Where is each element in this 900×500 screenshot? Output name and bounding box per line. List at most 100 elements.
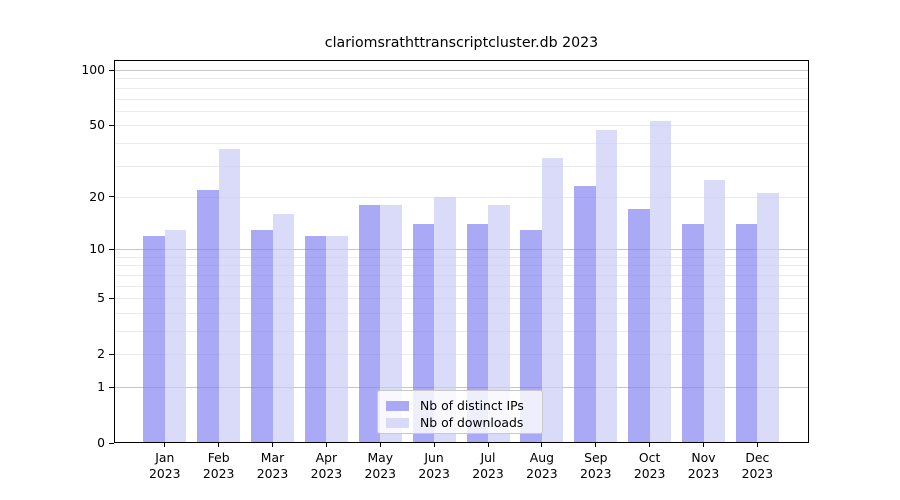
x-tick-nov — [703, 443, 704, 447]
bar-ips-oct — [628, 209, 650, 443]
bar-ips-apr — [304, 235, 327, 443]
y-tick-1 — [109, 386, 114, 388]
gridline-minor-60 — [115, 110, 808, 112]
x-tick-label-year: 2023 — [526, 465, 558, 481]
x-tick-label-jan: Jan 2023 — [135, 450, 195, 481]
y-tick-50 — [109, 124, 114, 126]
bar-downloads-mar — [272, 214, 294, 443]
bar-downloads-jan — [164, 229, 187, 443]
bar-ips-nov — [682, 224, 704, 443]
bar-ips-jun — [412, 224, 435, 443]
y-tick-20 — [109, 196, 114, 198]
x-tick-label-year: 2023 — [472, 465, 504, 481]
bar-downloads-apr — [326, 235, 348, 443]
legend: Nb of distinct IPs Nb of downloads — [377, 390, 543, 434]
x-tick-label-nov: Nov 2023 — [674, 450, 734, 481]
bar-ips-sep — [574, 186, 596, 443]
y-tick-label-50: 50 — [89, 117, 105, 133]
gridline-major-1 — [115, 387, 808, 388]
bar-downloads-dec — [757, 193, 779, 443]
bar-ips-may — [358, 205, 381, 443]
x-tick-label-year: 2023 — [687, 465, 720, 481]
legend-item-downloads: Nb of downloads — [378, 414, 542, 431]
x-tick-oct — [649, 443, 651, 447]
x-tick-may — [379, 443, 381, 447]
x-tick-label-sep: Sep 2023 — [566, 450, 626, 481]
gridline-minor-50 — [115, 125, 808, 127]
x-tick-label-year: 2023 — [741, 465, 774, 481]
gridline-minor-80 — [115, 87, 808, 89]
x-tick-aug — [541, 443, 543, 447]
x-tick-dec — [756, 443, 758, 447]
bar-ips-jan — [143, 235, 165, 443]
x-tick-sep — [595, 443, 597, 447]
legend-item-distinct-ips: Nb of distinct IPs — [378, 397, 542, 414]
x-tick-label-aug: Aug 2023 — [512, 450, 572, 481]
gridline-major-10 — [115, 249, 808, 251]
x-tick-label-jun: Jun 2023 — [404, 450, 464, 481]
x-tick-label-apr: Apr 2023 — [296, 450, 356, 481]
y-tick-100 — [109, 69, 114, 71]
chart-title: clariomsrathttranscriptcluster.db 2023 — [324, 35, 599, 51]
gridline-minor-30 — [115, 165, 808, 167]
x-tick-feb — [218, 443, 220, 447]
y-tick-2 — [109, 353, 114, 355]
bar-downloads-feb — [218, 149, 241, 443]
bar-ips-dec — [735, 224, 758, 443]
legend-swatch-downloads — [386, 417, 409, 428]
x-tick-jul — [487, 443, 489, 447]
gridline-minor-4 — [115, 312, 808, 314]
x-tick-label-dec: Dec 2023 — [727, 450, 787, 481]
x-tick-label-feb: Feb 2023 — [189, 450, 249, 481]
x-tick-jun — [433, 443, 435, 447]
x-tick-label-year: 2023 — [580, 465, 612, 481]
gridline-minor-40 — [115, 142, 808, 144]
x-tick-jan — [164, 443, 166, 447]
x-tick-label-year: 2023 — [418, 465, 450, 481]
x-tick-mar — [272, 443, 273, 447]
bar-ips-mar — [251, 229, 273, 443]
x-tick-label-year: 2023 — [633, 465, 666, 481]
y-tick-label-10: 10 — [89, 241, 105, 257]
x-tick-label-oct: Oct 2023 — [620, 450, 680, 481]
gridline-minor-6 — [115, 285, 808, 287]
x-tick-label-mar: Mar 2023 — [243, 450, 303, 481]
gridline-minor-7 — [115, 274, 808, 276]
gridline-minor-20 — [115, 196, 808, 198]
x-tick-apr — [325, 443, 327, 447]
x-tick-label-year: 2023 — [149, 465, 181, 481]
y-tick-label-5: 5 — [97, 290, 105, 306]
x-tick-label-jul: Jul 2023 — [458, 450, 518, 481]
bar-downloads-jun — [434, 196, 456, 443]
x-tick-label-year: 2023 — [202, 465, 235, 481]
x-tick-label-year: 2023 — [310, 465, 343, 481]
gridline-minor-9 — [115, 256, 808, 258]
bar-downloads-nov — [703, 179, 725, 443]
gridline-minor-5 — [115, 298, 808, 300]
legend-label-downloads: Nb of downloads — [420, 415, 524, 430]
bar-downloads-oct — [649, 120, 672, 443]
y-tick-label-0: 0 — [97, 435, 105, 450]
bar-downloads-may — [380, 205, 402, 443]
gridline-minor-90 — [115, 78, 808, 80]
y-tick-label-20: 20 — [89, 188, 105, 204]
y-tick-10 — [109, 248, 114, 250]
y-tick-0 — [109, 442, 114, 444]
y-tick-label-2: 2 — [97, 346, 105, 362]
bar-ips-aug — [520, 229, 542, 443]
gridline-minor-2 — [115, 354, 808, 356]
x-tick-label-year: 2023 — [364, 465, 397, 481]
bar-downloads-sep — [595, 130, 618, 443]
gridline-minor-70 — [115, 98, 808, 100]
x-tick-label-year: 2023 — [256, 465, 289, 481]
bar-downloads-jul — [488, 205, 510, 443]
gridline-major-100 — [115, 70, 808, 71]
y-tick-label-1: 1 — [97, 379, 105, 394]
bar-ips-feb — [197, 189, 219, 443]
y-tick-label-100: 100 — [81, 62, 105, 77]
legend-label-distinct-ips: Nb of distinct IPs — [420, 398, 524, 413]
y-tick-5 — [109, 297, 114, 299]
x-tick-label-may: May 2023 — [350, 450, 410, 481]
